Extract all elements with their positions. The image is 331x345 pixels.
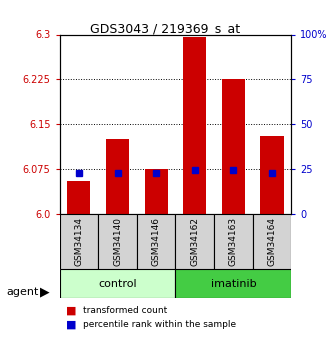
Text: percentile rank within the sample: percentile rank within the sample (83, 320, 236, 329)
Bar (67, 181, 90, 214)
Text: ▶: ▶ (40, 285, 50, 298)
FancyBboxPatch shape (98, 214, 137, 269)
Bar (145, 169, 168, 214)
FancyBboxPatch shape (137, 214, 175, 269)
FancyBboxPatch shape (214, 214, 253, 269)
Text: ■: ■ (66, 319, 77, 329)
Text: GDS3043 / 219369_s_at: GDS3043 / 219369_s_at (90, 22, 241, 36)
Text: transformed count: transformed count (83, 306, 167, 315)
Text: agent: agent (7, 287, 39, 296)
Bar (260, 136, 284, 214)
FancyBboxPatch shape (60, 269, 175, 298)
FancyBboxPatch shape (175, 214, 214, 269)
Text: control: control (98, 279, 137, 289)
Text: GSM34164: GSM34164 (267, 217, 276, 266)
Bar (106, 139, 129, 214)
FancyBboxPatch shape (60, 214, 98, 269)
Bar (222, 79, 245, 214)
Bar (183, 38, 206, 214)
Text: GSM34134: GSM34134 (74, 217, 83, 266)
Text: ■: ■ (66, 306, 77, 315)
Text: imatinib: imatinib (211, 279, 256, 289)
FancyBboxPatch shape (253, 214, 291, 269)
FancyBboxPatch shape (175, 269, 291, 298)
Text: GSM34162: GSM34162 (190, 217, 199, 266)
Text: GSM34163: GSM34163 (229, 217, 238, 266)
Text: GSM34140: GSM34140 (113, 217, 122, 266)
Text: GSM34146: GSM34146 (152, 217, 161, 266)
